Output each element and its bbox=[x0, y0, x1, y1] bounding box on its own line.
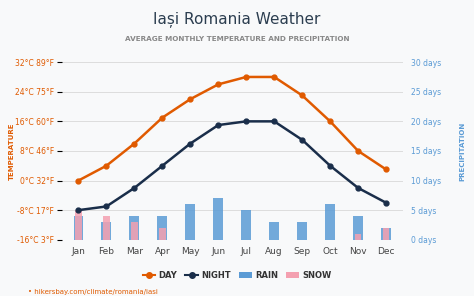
Bar bbox=[241, 210, 251, 240]
DAY bbox=[75, 179, 81, 182]
DAY bbox=[131, 142, 137, 145]
Bar bbox=[353, 216, 363, 240]
DAY bbox=[103, 164, 109, 168]
Bar bbox=[103, 216, 109, 240]
Bar bbox=[159, 228, 165, 240]
NIGHT bbox=[356, 186, 361, 190]
Text: AVERAGE MONTHLY TEMPERATURE AND PRECIPITATION: AVERAGE MONTHLY TEMPERATURE AND PRECIPIT… bbox=[125, 36, 349, 42]
Text: Iași Romania Weather: Iași Romania Weather bbox=[153, 11, 321, 27]
Bar bbox=[297, 222, 307, 240]
NIGHT bbox=[75, 208, 81, 212]
NIGHT bbox=[187, 142, 193, 145]
Line: NIGHT: NIGHT bbox=[76, 119, 389, 213]
DAY bbox=[328, 120, 333, 123]
Bar bbox=[75, 210, 82, 240]
DAY bbox=[272, 75, 277, 79]
Legend: DAY, NIGHT, RAIN, SNOW: DAY, NIGHT, RAIN, SNOW bbox=[139, 267, 335, 283]
Bar bbox=[101, 222, 111, 240]
Text: PRECIPITATION: PRECIPITATION bbox=[459, 121, 465, 181]
NIGHT bbox=[300, 138, 305, 142]
NIGHT bbox=[272, 120, 277, 123]
DAY bbox=[383, 168, 389, 171]
DAY bbox=[187, 97, 193, 101]
Bar bbox=[355, 234, 361, 240]
Bar bbox=[381, 228, 391, 240]
DAY bbox=[300, 94, 305, 97]
Bar bbox=[185, 204, 195, 240]
DAY bbox=[244, 75, 249, 79]
Bar bbox=[269, 222, 279, 240]
Bar bbox=[131, 222, 137, 240]
NIGHT bbox=[103, 205, 109, 208]
Bar bbox=[129, 216, 139, 240]
NIGHT bbox=[131, 186, 137, 190]
DAY bbox=[356, 149, 361, 153]
Bar bbox=[325, 204, 335, 240]
Bar bbox=[157, 216, 167, 240]
NIGHT bbox=[244, 120, 249, 123]
Text: • hikersbay.com/climate/romania/iasi: • hikersbay.com/climate/romania/iasi bbox=[28, 289, 158, 295]
NIGHT bbox=[159, 164, 165, 168]
DAY bbox=[215, 83, 221, 86]
Bar bbox=[383, 228, 389, 240]
Text: TEMPERATURE: TEMPERATURE bbox=[9, 122, 15, 180]
Bar bbox=[213, 198, 223, 240]
NIGHT bbox=[328, 164, 333, 168]
NIGHT bbox=[215, 123, 221, 127]
Bar bbox=[73, 216, 83, 240]
DAY bbox=[159, 116, 165, 119]
Line: DAY: DAY bbox=[76, 75, 389, 183]
NIGHT bbox=[383, 201, 389, 205]
